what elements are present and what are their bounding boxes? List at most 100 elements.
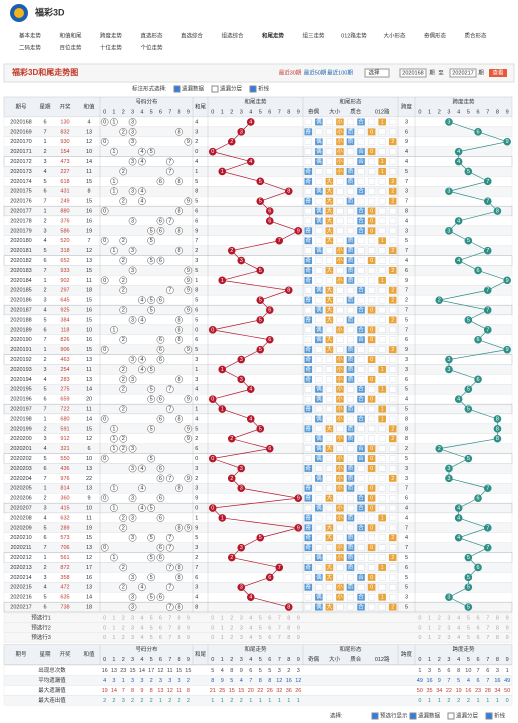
preselect-digit[interactable]: 1 [112, 615, 115, 621]
preselect-digit[interactable]: 9 [187, 635, 190, 641]
select-text[interactable]: 选择 [368, 68, 380, 76]
nav-link[interactable]: 直选综合 [181, 31, 204, 39]
view-button[interactable] [489, 69, 507, 77]
preselect-digit[interactable]: 2 [438, 615, 441, 621]
preselect-digit[interactable]: 1 [112, 625, 115, 631]
preselect-digit[interactable]: 7 [278, 635, 281, 641]
nav-link[interactable]: 基本走势 [19, 31, 42, 39]
preselect-digit[interactable]: 2 [230, 615, 233, 621]
preselect-digit[interactable]: 3 [131, 635, 134, 641]
preselect-digit[interactable]: 7 [278, 615, 281, 621]
preselect-digit[interactable]: 6 [268, 615, 271, 621]
preselect-digit[interactable]: 3 [240, 625, 243, 631]
checkbox[interactable] [211, 85, 219, 93]
preselect-digit[interactable]: 1 [428, 635, 431, 641]
preselect-digit[interactable]: 4 [457, 615, 460, 621]
preselect-digit[interactable]: 3 [447, 625, 450, 631]
preselect-digit[interactable]: 5 [150, 615, 153, 621]
preselect-digit[interactable]: 8 [178, 635, 181, 641]
preselect-digit[interactable]: 6 [268, 625, 271, 631]
preselect-digit[interactable]: 2 [230, 625, 233, 631]
preselect-digit[interactable]: 1 [221, 635, 224, 641]
preselect-digit[interactable]: 9 [506, 625, 509, 631]
recent-link[interactable]: 最近30期 [279, 68, 302, 76]
period-select[interactable] [364, 68, 390, 78]
preselect-digit[interactable]: 3 [447, 635, 450, 641]
preselect-digit[interactable]: 6 [477, 635, 480, 641]
preselect-digit[interactable]: 7 [486, 625, 489, 631]
checkbox-label[interactable]: 预选行显示 [380, 711, 408, 719]
preselect-digit[interactable]: 2 [438, 625, 441, 631]
preselect-digit[interactable]: 3 [240, 615, 243, 621]
preselect-digit[interactable]: 5 [259, 625, 262, 631]
preselect-digit[interactable]: 8 [287, 625, 290, 631]
preselect-digit[interactable]: 8 [496, 615, 499, 621]
preselect-digit[interactable]: 6 [477, 615, 480, 621]
from-input[interactable] [399, 68, 427, 78]
preselect-digit[interactable]: 9 [297, 635, 300, 641]
preselect-digit[interactable]: 6 [159, 615, 162, 621]
preselect-digit[interactable]: 4 [249, 635, 252, 641]
preselect-digit[interactable]: 8 [496, 625, 499, 631]
nav-link[interactable]: 百位走势 [59, 43, 82, 51]
preselect-digit[interactable]: 5 [259, 615, 262, 621]
preselect-digit[interactable]: 0 [211, 615, 214, 621]
nav-link[interactable]: 十位走势 [100, 43, 123, 51]
preselect-digit[interactable]: 3 [131, 615, 134, 621]
to-value[interactable]: 2020217 [452, 70, 473, 76]
preselect-digit[interactable]: 8 [178, 625, 181, 631]
preselect-digit[interactable]: 4 [140, 615, 143, 621]
checkbox[interactable] [485, 712, 493, 720]
checkbox[interactable] [249, 85, 257, 93]
nav-link[interactable]: 二码走势 [19, 43, 42, 51]
nav-link[interactable]: 组选综合 [221, 31, 244, 39]
preselect-digit[interactable]: 4 [140, 625, 143, 631]
checkbox-label[interactable]: 遗漏分层 [220, 84, 243, 92]
preselect-digit[interactable]: 4 [457, 635, 460, 641]
preselect-digit[interactable]: 5 [259, 635, 262, 641]
preselect-digit[interactable]: 0 [103, 635, 106, 641]
nav-link[interactable]: 012路走势 [341, 31, 367, 39]
checkbox[interactable] [447, 712, 455, 720]
nav-link[interactable]: 组三走势 [302, 31, 325, 39]
preselect-digit[interactable]: 2 [122, 635, 125, 641]
preselect-digit[interactable]: 8 [178, 615, 181, 621]
from-value[interactable]: 2020168 [402, 70, 423, 76]
preselect-digit[interactable]: 4 [140, 635, 143, 641]
checkbox-label[interactable]: 折线 [258, 84, 270, 92]
nav-link[interactable]: 和值和尾 [59, 31, 82, 39]
preselect-digit[interactable]: 8 [287, 615, 290, 621]
checkbox-label[interactable]: 遗漏分层 [456, 711, 479, 719]
preselect-digit[interactable]: 6 [159, 625, 162, 631]
preselect-digit[interactable]: 7 [168, 635, 171, 641]
checkbox-label[interactable]: 折线 [494, 711, 506, 719]
nav-link[interactable]: 直选形态 [140, 31, 163, 39]
preselect-digit[interactable]: 7 [168, 615, 171, 621]
nav-link[interactable]: 个位走势 [140, 43, 163, 51]
preselect-digit[interactable]: 9 [187, 615, 190, 621]
preselect-digit[interactable]: 3 [131, 625, 134, 631]
preselect-digit[interactable]: 1 [428, 625, 431, 631]
preselect-digit[interactable]: 1 [221, 625, 224, 631]
preselect-digit[interactable]: 9 [187, 625, 190, 631]
preselect-digit[interactable]: 2 [438, 635, 441, 641]
preselect-digit[interactable]: 9 [506, 615, 509, 621]
preselect-digit[interactable]: 7 [486, 635, 489, 641]
checkbox-label[interactable]: 遗漏数据 [418, 711, 441, 719]
preselect-digit[interactable]: 6 [268, 635, 271, 641]
preselect-digit[interactable]: 1 [428, 615, 431, 621]
preselect-digit[interactable]: 0 [418, 625, 421, 631]
preselect-digit[interactable]: 5 [467, 625, 470, 631]
preselect-digit[interactable]: 5 [150, 635, 153, 641]
preselect-digit[interactable]: 3 [240, 635, 243, 641]
nav-link[interactable]: 质合形态 [464, 31, 487, 39]
nav-link[interactable]: 奇偶形态 [424, 31, 447, 39]
preselect-digit[interactable]: 5 [150, 625, 153, 631]
recent-link[interactable]: 最近100期 [327, 68, 353, 76]
view-button-text[interactable]: 查看 [492, 68, 504, 76]
preselect-digit[interactable]: 0 [103, 625, 106, 631]
preselect-digit[interactable]: 1 [112, 635, 115, 641]
to-input[interactable] [449, 68, 477, 78]
preselect-digit[interactable]: 9 [506, 635, 509, 641]
preselect-digit[interactable]: 6 [159, 635, 162, 641]
